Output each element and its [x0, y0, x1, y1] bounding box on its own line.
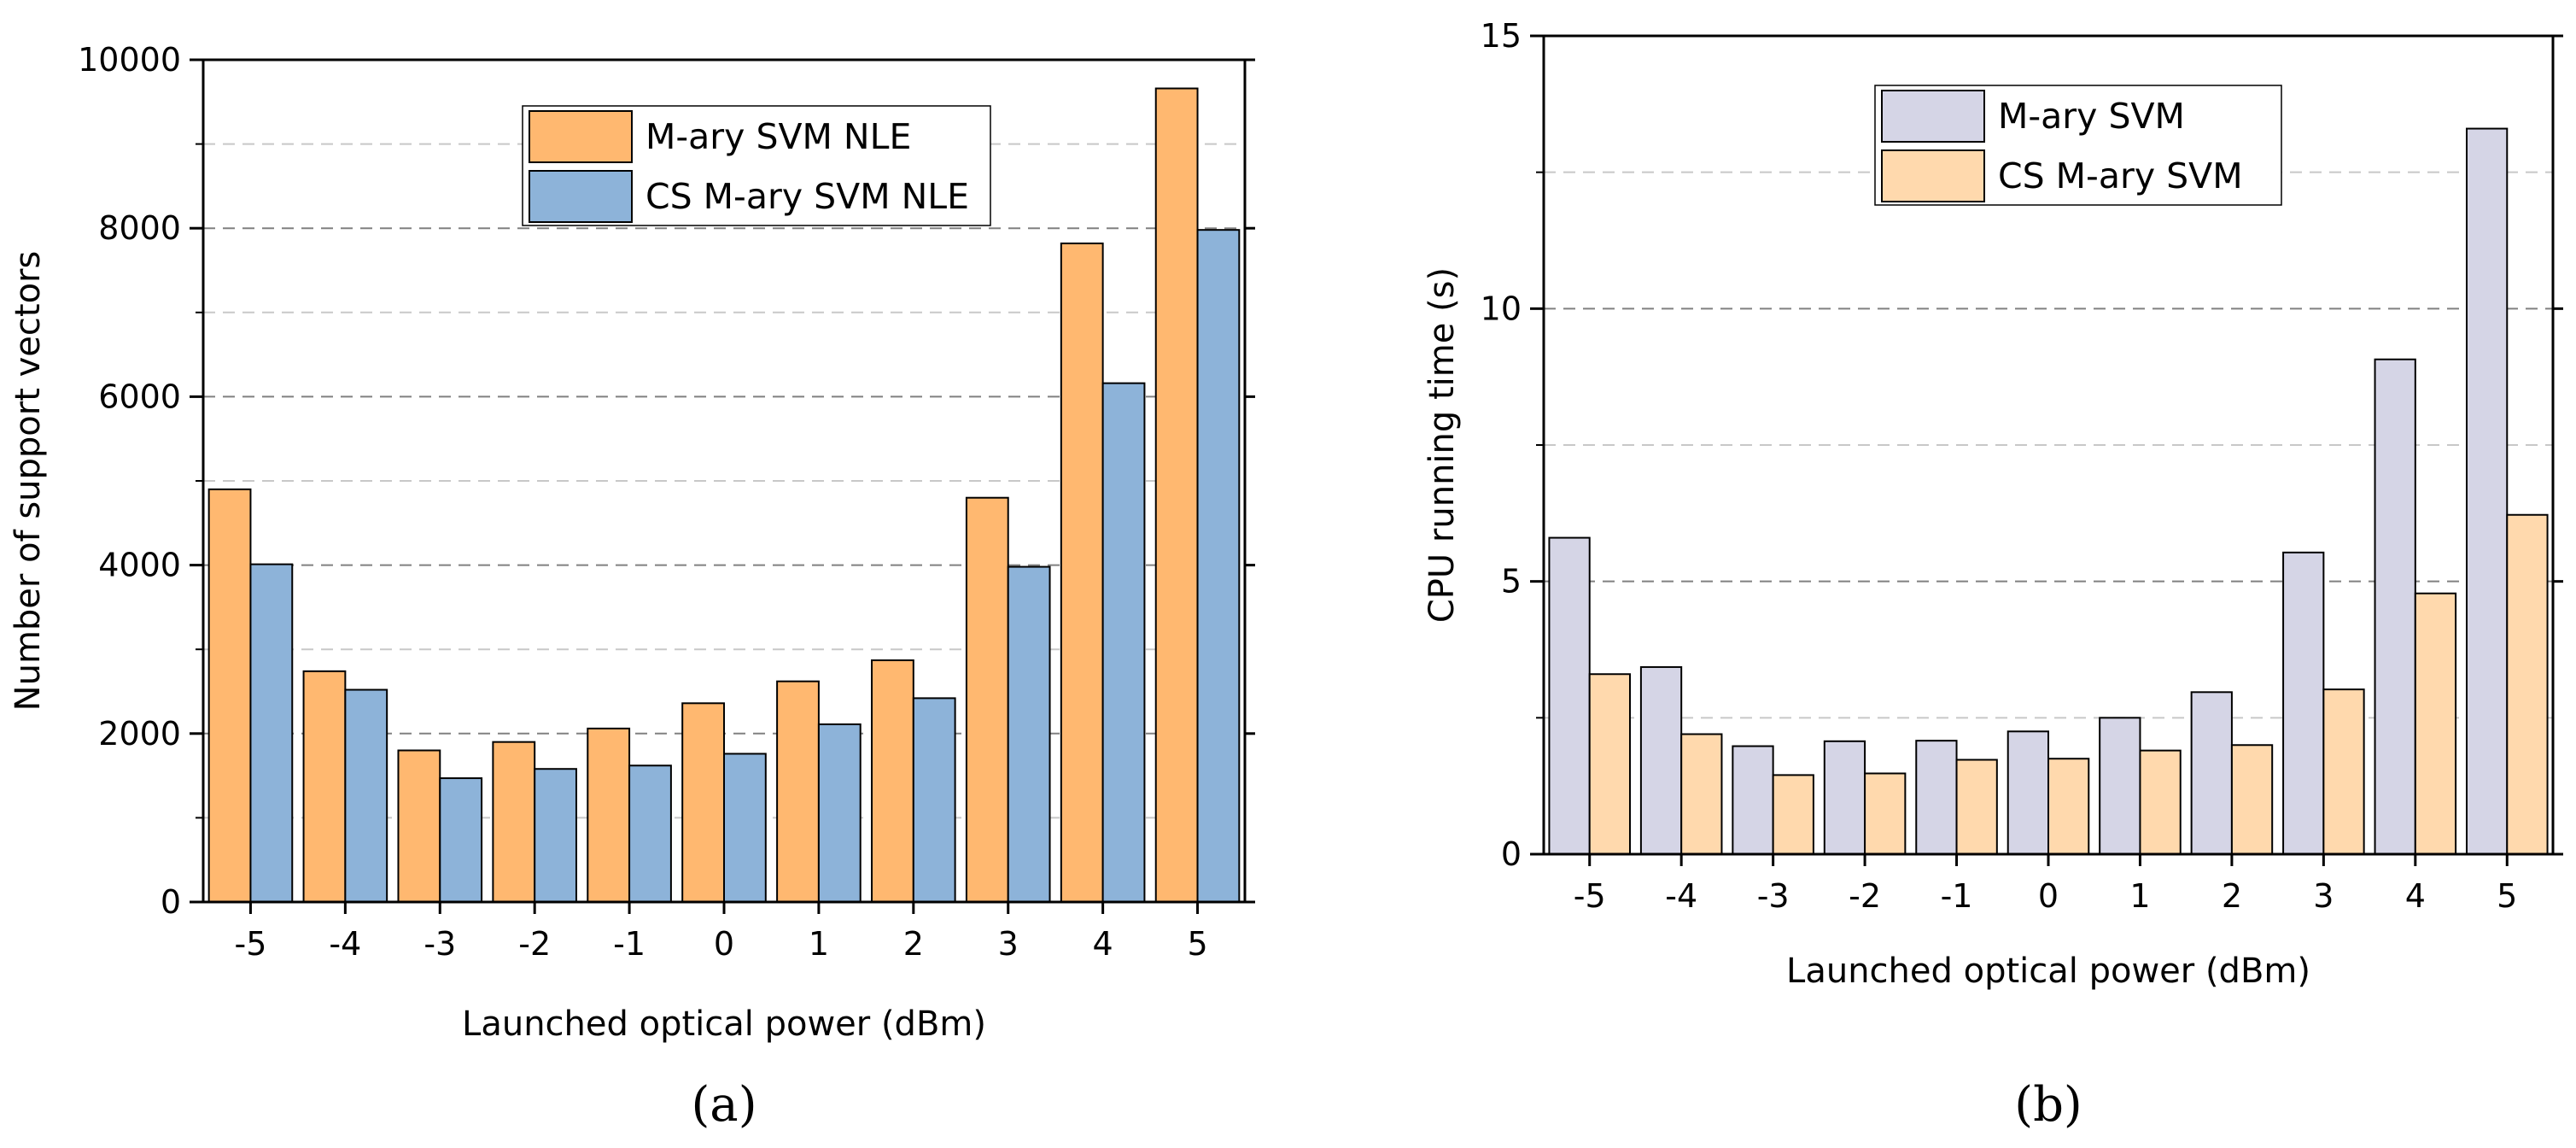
chart-b-legend-label-s2: CS M-ary SVM	[1998, 155, 2243, 196]
chart-a-bar-s2-2	[912, 697, 956, 903]
chart-a-ytick-label: 10000	[78, 41, 181, 79]
chart-a-ylabel: Number of support vectors	[9, 251, 48, 712]
chart-b-bar-s1-5	[2465, 127, 2509, 856]
chart-a-ytick-label: 6000	[98, 378, 181, 415]
chart-b-legend-swatch-s1	[1881, 90, 1985, 143]
chart-b-xtick-label: -2	[1849, 877, 1881, 915]
chart-b-bar-s2-0	[2047, 758, 2090, 856]
chart-a-bar-s1--5	[207, 488, 252, 903]
chart-a-bar-s1-1	[776, 680, 820, 904]
chart-a-bar-s1--4	[302, 670, 347, 903]
chart-a-ytick-label: 8000	[98, 209, 181, 247]
chart-b-bar-s1-1	[2099, 717, 2141, 855]
chart-b-bar-s1-4	[2374, 358, 2416, 856]
chart-b-ylabel: CPU running time (s)	[1422, 267, 1462, 623]
chart-a-bar-s1--3	[397, 749, 441, 904]
chart-a-bar-s1-3	[965, 496, 1009, 903]
chart-b-bar-s1-3	[2282, 551, 2325, 855]
chart-a-xtick-label: 4	[1093, 925, 1113, 963]
chart-b-ytick-label: 10	[1481, 290, 1522, 327]
chart-a-xlabel: Launched optical power (dBm)	[462, 1004, 986, 1044]
chart-b-bar-s2-4	[2414, 592, 2457, 855]
chart-b-bar-s1--3	[1732, 745, 1774, 856]
chart-b-ytick-label: 5	[1501, 563, 1522, 600]
chart-a-bar-s2--2	[534, 768, 577, 903]
chart-a-bar-s2--3	[439, 777, 483, 903]
chart-b-xtick-label: 4	[2405, 877, 2426, 915]
chart-a-bar-s1-5	[1154, 87, 1199, 904]
chart-b-caption: (b)	[2014, 1077, 2082, 1133]
chart-a-xtick-label: -4	[329, 925, 361, 963]
chart-b-bar-s1-2	[2190, 691, 2233, 855]
chart-b-bar-s2--1	[1955, 758, 1998, 856]
chart-a-xtick-label: -1	[613, 925, 645, 963]
chart-a-xtick-label: 1	[809, 925, 829, 963]
chart-a-bar-s2--4	[344, 688, 388, 904]
chart-a-bar-s2-4	[1101, 382, 1146, 903]
chart-b-bar-s2--2	[1864, 772, 1907, 856]
chart-b-bar-s2-3	[2322, 688, 2365, 856]
chart-a-ytick-label: 4000	[98, 547, 181, 584]
chart-a-bar-s2-1	[817, 723, 862, 903]
chart-a-xtick-label: 5	[1187, 925, 1207, 963]
chart-a-xtick-label: 3	[998, 925, 1019, 963]
chart-b-bar-s1--2	[1823, 740, 1866, 856]
chart-b-xtick-label: 3	[2313, 877, 2334, 915]
chart-a-xtick-label: 2	[903, 925, 924, 963]
chart-b-bar-s1-0	[2006, 730, 2049, 855]
chart-a-legend-swatch-s2	[529, 170, 633, 223]
chart-b-ytick-label: 15	[1481, 17, 1522, 55]
chart-b-xtick-label: 2	[2222, 877, 2242, 915]
chart-a-legend-label-s1: M-ary SVM NLE	[645, 116, 911, 157]
chart-a-bar-s2-0	[723, 753, 767, 903]
chart-b-xtick-label: -5	[1574, 877, 1606, 915]
chart-a-bar-s1-2	[871, 659, 914, 903]
chart-a-bar-s2-3	[1007, 565, 1051, 904]
chart-a-ytick-label: 0	[161, 883, 181, 921]
chart-b-bar-s1--1	[1915, 740, 1958, 856]
chart-a-legend-swatch-s1	[529, 110, 633, 163]
chart-b-bar-s2--3	[1772, 774, 1814, 855]
chart-b-xtick-label: -3	[1757, 877, 1790, 915]
chart-a-bar-s1-0	[681, 702, 726, 904]
chart-a-bar-s1--2	[492, 741, 536, 903]
chart-b-bar-s2--5	[1588, 673, 1632, 855]
chart-a-ytick-label: 2000	[98, 715, 181, 753]
chart-b-bar-s2-2	[2230, 744, 2274, 855]
chart-a-bar-s1--1	[587, 727, 631, 903]
chart-b-xtick-label: 1	[2129, 877, 2150, 915]
chart-b-bar-s1--4	[1639, 665, 1683, 855]
chart-b: 0 5 10 15 -5 -4 -3 -2 -1 0 1 2 3 4 5 Launched optical p…	[1422, 17, 2563, 1133]
chart-b-ytick-label: 0	[1501, 835, 1522, 873]
chart-a-xtick-label: -5	[235, 925, 267, 963]
chart-b-xtick-label: 0	[2038, 877, 2059, 915]
chart-a: 0 2000 4000 6000 8000 10000 -5 -4 -3 -2 -1 0 1 2 3 4 5 La…	[9, 41, 1255, 1133]
chart-a-caption: (a)	[691, 1077, 756, 1133]
chart-a-xtick-label: -3	[423, 925, 456, 963]
chart-b-legend-label-s1: M-ary SVM	[1998, 96, 2185, 137]
chart-b-bar-s2--4	[1680, 733, 1723, 856]
chart-b-bar-s2-1	[2139, 749, 2182, 855]
chart-b-xtick-label: -4	[1665, 877, 1697, 915]
chart-a-legend: M-ary SVM NLE CS M-ary SVM NLE	[522, 105, 991, 226]
chart-b-xtick-label: -1	[1941, 877, 1973, 915]
chart-b-legend-swatch-s2	[1881, 149, 1985, 202]
chart-b-xtick-label: 5	[2497, 877, 2517, 915]
chart-b-bar-s2-5	[2506, 513, 2549, 855]
chart-b-legend: M-ary SVM CS M-ary SVM	[1874, 85, 2282, 206]
chart-a-bar-s2--5	[249, 563, 294, 903]
chart-a-xtick-label: 0	[714, 925, 734, 963]
chart-a-bar-s1-4	[1060, 242, 1104, 903]
chart-a-bar-s2-5	[1196, 229, 1241, 903]
chart-a-legend-label-s2: CS M-ary SVM NLE	[645, 176, 969, 217]
chart-a-bar-s2--1	[628, 764, 672, 903]
chart-b-bar-s1--5	[1548, 536, 1591, 855]
chart-a-xtick-label: -2	[518, 925, 551, 963]
chart-b-xlabel: Launched optical power (dBm)	[1786, 952, 2310, 991]
